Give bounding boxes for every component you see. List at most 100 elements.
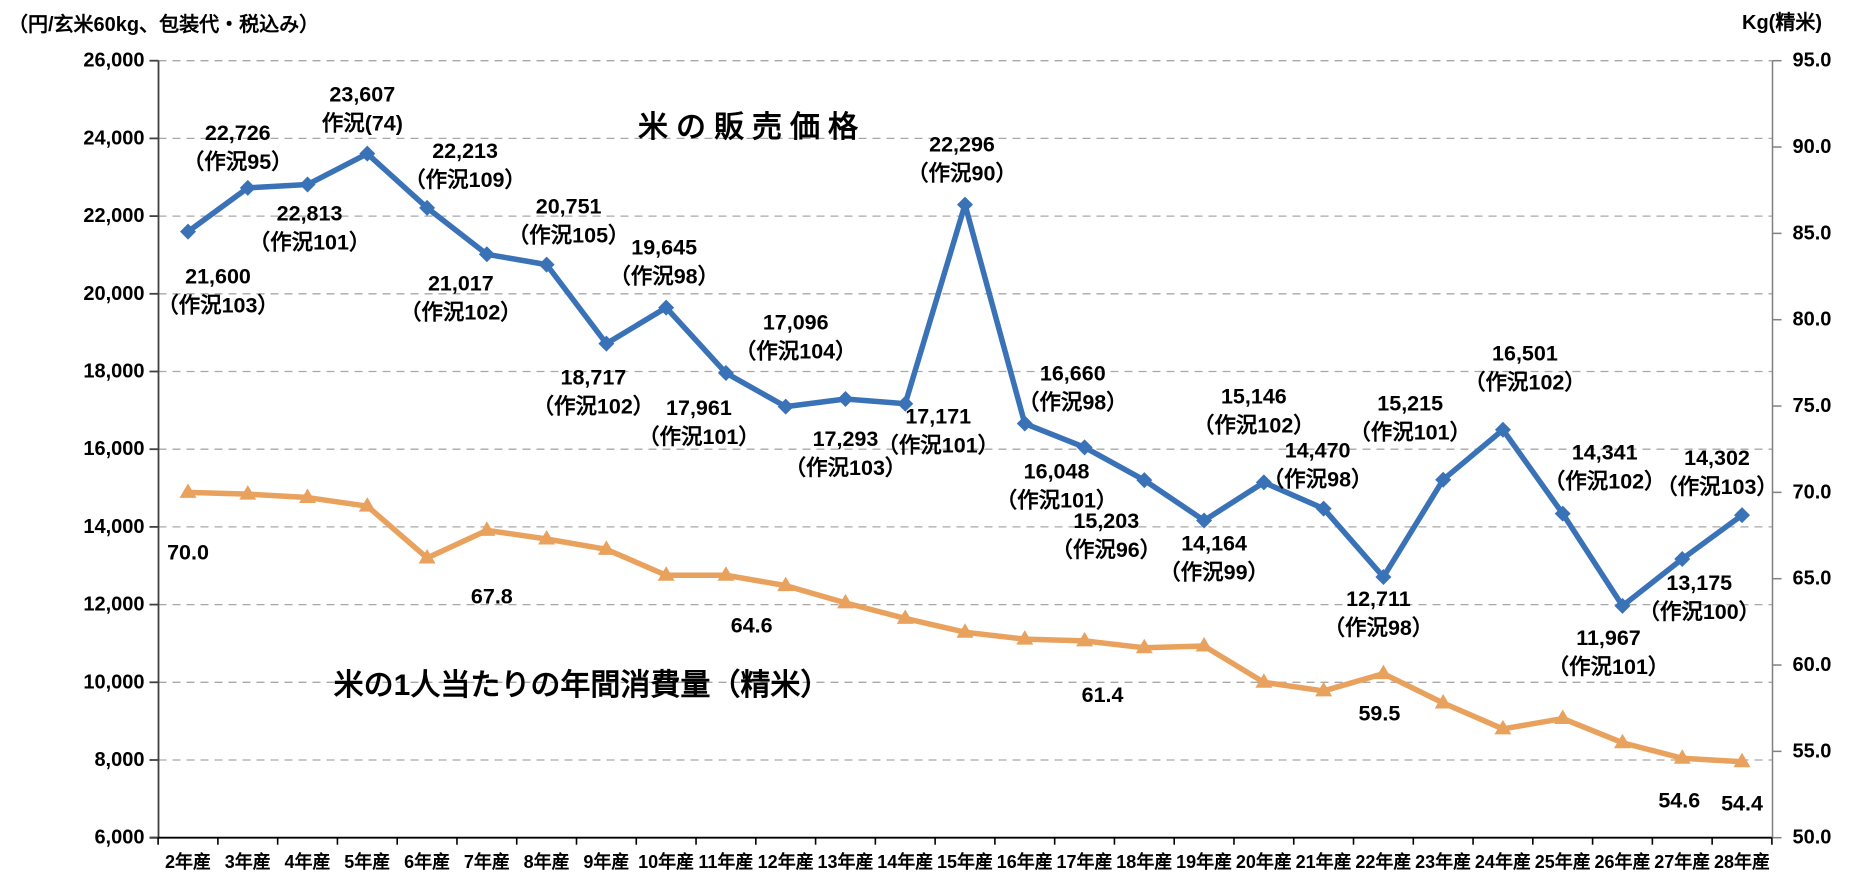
crop-index-label: （作況105）	[508, 224, 630, 248]
right-axis-tick-label: 75.0	[1793, 395, 1832, 417]
axes: 26,000 24,000 22,000 20,000 18,000 16,000 14,0…	[83, 50, 1831, 872]
price-point-label: 21,017 （作況102）	[400, 271, 522, 324]
consumption-marker-triangle	[1673, 749, 1691, 764]
price-value-label: 17,961	[666, 396, 732, 420]
price-point-label: 21,600 （作況103）	[157, 265, 279, 318]
category-label: 9年産	[583, 851, 629, 872]
category-label: 17年産	[1057, 851, 1113, 872]
crop-index-label: （作況102）	[532, 395, 654, 419]
price-value-label: 23,607	[329, 83, 395, 107]
price-marker-diamond	[359, 145, 376, 162]
consumption-value-label: 54.6	[1658, 788, 1700, 812]
price-marker-diamond	[239, 179, 256, 196]
consumption-marker-triangle	[1554, 709, 1572, 725]
price-marker-diamond	[598, 335, 615, 352]
price-point-label: 17,096 （作況104）	[735, 311, 857, 364]
price-marker-diamond	[957, 196, 974, 213]
consumption-marker-triangle	[717, 566, 735, 581]
right-axis-tick-label: 90.0	[1793, 136, 1832, 158]
price-value-label: 14,341	[1572, 441, 1638, 465]
left-axis-tick-label: 16,000	[83, 438, 144, 460]
left-axis-tick-label: 10,000	[83, 671, 144, 693]
consumption-marker-triangle	[1315, 681, 1333, 697]
consumption-marker-triangle	[239, 485, 257, 500]
consumption-value-label: 54.4	[1721, 792, 1763, 816]
category-label: 22年産	[1355, 851, 1411, 872]
consumption-marker-triangle	[1613, 733, 1631, 749]
left-axis-tick-label: 14,000	[83, 516, 144, 538]
price-marker-diamond	[299, 176, 316, 193]
consumption-marker-triangle	[956, 623, 974, 638]
category-label: 7年産	[464, 851, 510, 872]
category-label: 18年産	[1116, 851, 1172, 872]
price-value-label: 15,146	[1221, 384, 1287, 408]
consumption-marker-triangle	[478, 521, 496, 536]
price-marker-diamond	[1255, 474, 1272, 491]
consumption-series-title: 米の1人当たりの年間消費量（精米）	[333, 669, 831, 702]
right-axis-tick-label: 95.0	[1793, 50, 1832, 72]
price-value-label: 12,711	[1346, 587, 1411, 611]
consumption-marker-triangle	[179, 483, 197, 498]
price-value-label: 13,175	[1666, 571, 1732, 595]
crop-index-label: （作況101）	[1548, 655, 1670, 679]
price-value-label: 16,048	[1024, 459, 1090, 483]
category-label: 8年産	[524, 851, 570, 872]
crop-index-label: （作況98）	[1323, 616, 1433, 640]
consumption-marker-triangle	[1733, 752, 1751, 768]
crop-index-label: （作況104）	[735, 340, 857, 364]
category-label: 12年産	[758, 851, 814, 872]
price-point-label: 12,711 （作況98）	[1323, 587, 1433, 640]
price-series-title: 米の販売価格	[638, 111, 866, 144]
price-marker-diamond	[1076, 439, 1093, 456]
left-axis-tick-label: 8,000	[94, 749, 144, 771]
price-point-label: 13,175 （作況100）	[1638, 571, 1760, 624]
gridlines	[158, 60, 1773, 761]
category-label: 2年産	[165, 851, 211, 872]
price-value-label: 22,726	[205, 121, 271, 145]
right-axis-unit-title: Kg(精米)	[1742, 12, 1822, 34]
price-value-label: 20,751	[536, 195, 602, 219]
crop-index-label: 作況(74)	[322, 112, 403, 136]
price-value-label: 14,164	[1181, 532, 1247, 556]
left-axis-tick-label: 18,000	[83, 361, 144, 383]
price-point-label: 15,203 （作況96）	[1051, 509, 1161, 562]
crop-index-label: （作況103）	[157, 294, 279, 318]
left-axis-tick-label: 12,000	[83, 594, 144, 616]
category-label: 4年産	[285, 851, 331, 872]
category-label: 20年産	[1236, 851, 1292, 872]
consumption-marker-triangle	[1016, 630, 1034, 645]
crop-index-label: （作況101）	[1349, 421, 1471, 445]
consumption-marker-triangle	[597, 540, 615, 555]
category-label: 19年産	[1176, 851, 1232, 872]
category-label: 26年産	[1594, 851, 1650, 872]
crop-index-label: （作況102）	[1193, 413, 1315, 437]
price-marker-diamond	[1734, 507, 1751, 524]
price-marker-diamond	[1136, 472, 1153, 489]
price-value-label: 16,501	[1492, 342, 1558, 366]
price-point-label: 23,607 作況(74)	[322, 83, 403, 136]
crop-index-label: （作況98）	[1263, 468, 1373, 492]
price-value-label: 15,203	[1073, 509, 1139, 533]
consumption-marker-triangle	[777, 576, 795, 592]
price-point-label: 17,171 （作況101）	[877, 405, 999, 458]
price-marker-diamond	[478, 246, 495, 263]
series-lines	[179, 145, 1751, 768]
consumption-value-label: 70.0	[167, 540, 209, 564]
left-axis-tick-label: 6,000	[94, 827, 144, 849]
category-label: 5年産	[344, 851, 390, 872]
consumption-marker-triangle	[657, 566, 675, 581]
price-value-label: 11,967	[1576, 626, 1641, 650]
price-point-label: 11,967 （作況101）	[1548, 626, 1670, 679]
consumption-value-label: 64.6	[731, 614, 773, 638]
category-label: 23年産	[1415, 851, 1471, 872]
price-marker-diamond	[1315, 500, 1332, 517]
data-labels: 21,600 （作況103） 22,726 （作況95） 22,813 （作況101） 23…	[157, 83, 1778, 816]
price-marker-diamond	[1196, 512, 1213, 529]
price-marker-diamond	[1674, 550, 1691, 567]
price-value-label: 17,096	[763, 311, 829, 335]
price-point-label: 22,813 （作況101）	[249, 202, 371, 255]
crop-index-label: （作況102）	[400, 300, 522, 324]
price-marker-diamond	[1494, 421, 1511, 438]
consumption-value-label: 59.5	[1358, 702, 1400, 726]
consumption-marker-triangle	[1434, 694, 1452, 709]
